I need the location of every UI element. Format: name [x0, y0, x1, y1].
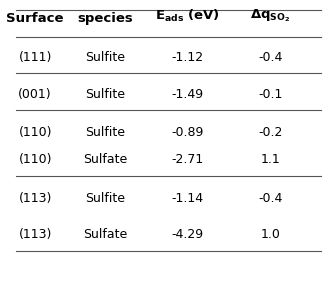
- Text: $\mathbf{E_{ads}}$ $\mathbf{(eV)}$: $\mathbf{E_{ads}}$ $\mathbf{(eV)}$: [155, 7, 220, 24]
- Text: -1.12: -1.12: [172, 51, 204, 64]
- Text: -1.14: -1.14: [172, 192, 204, 205]
- Text: (113): (113): [18, 228, 52, 241]
- Text: 1.0: 1.0: [261, 228, 280, 241]
- Text: Sulfite: Sulfite: [85, 51, 125, 64]
- Text: -0.4: -0.4: [258, 192, 283, 205]
- Text: Sulfate: Sulfate: [83, 228, 127, 241]
- Text: species: species: [77, 12, 133, 25]
- Text: -0.89: -0.89: [171, 126, 204, 139]
- Text: -2.71: -2.71: [172, 153, 204, 166]
- Text: $\mathbf{\Delta q_{SO_2}}$: $\mathbf{\Delta q_{SO_2}}$: [250, 7, 291, 24]
- Text: Sulfate: Sulfate: [83, 153, 127, 166]
- Text: Sulfite: Sulfite: [85, 192, 125, 205]
- Text: -0.1: -0.1: [258, 88, 283, 101]
- Text: -0.4: -0.4: [258, 51, 283, 64]
- Text: Sulfite: Sulfite: [85, 126, 125, 139]
- Text: (001): (001): [18, 88, 52, 101]
- Text: (113): (113): [18, 192, 52, 205]
- Text: Surface: Surface: [7, 12, 64, 25]
- Text: -4.29: -4.29: [172, 228, 204, 241]
- Text: (110): (110): [18, 126, 52, 139]
- Text: 1.1: 1.1: [261, 153, 280, 166]
- Text: (110): (110): [18, 153, 52, 166]
- Text: (111): (111): [18, 51, 52, 64]
- Text: Sulfite: Sulfite: [85, 88, 125, 101]
- Text: -0.2: -0.2: [258, 126, 283, 139]
- Text: -1.49: -1.49: [172, 88, 204, 101]
